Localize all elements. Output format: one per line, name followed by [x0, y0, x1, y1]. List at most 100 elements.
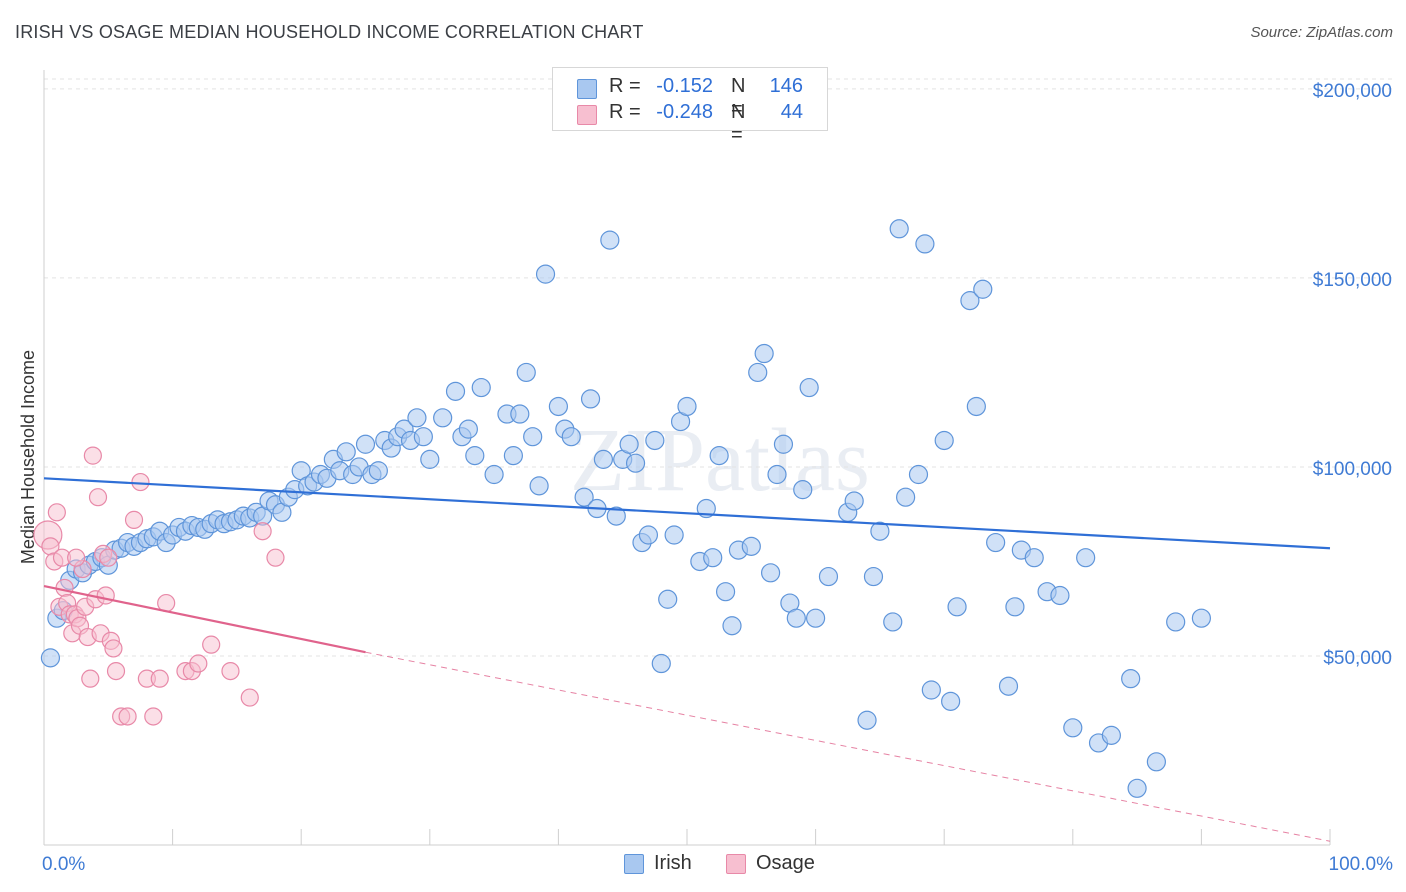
irish-point	[793, 480, 813, 500]
irish-point	[703, 548, 723, 568]
irish-point	[40, 648, 61, 668]
irish-point	[677, 396, 697, 417]
irish-point	[767, 464, 787, 485]
stats-legend: R = -0.152 N = 146 R = -0.248 N = 44	[552, 67, 828, 146]
irish-point	[651, 653, 671, 674]
irish-point	[413, 427, 433, 447]
irish-swatch	[577, 79, 597, 99]
irish-point	[722, 616, 742, 636]
irish-point	[799, 377, 819, 398]
irish-point	[921, 680, 941, 700]
irish-point	[773, 434, 794, 454]
irish-point	[934, 430, 954, 451]
irish-point	[600, 230, 620, 250]
osage-point	[99, 548, 118, 567]
irish-point	[574, 487, 594, 507]
irish-point	[754, 343, 774, 364]
osage-point	[266, 548, 285, 567]
osage-point	[67, 548, 86, 567]
irish-point	[433, 408, 453, 428]
irish-point	[748, 362, 768, 383]
irish-point	[1166, 612, 1186, 632]
irish-point	[857, 710, 877, 730]
irish-point	[645, 430, 665, 451]
irish-point	[960, 291, 980, 311]
n-label: N =	[731, 101, 746, 146]
irish-point	[786, 608, 806, 628]
irish-point	[658, 589, 678, 609]
y-tick-label: $100,000	[1313, 459, 1392, 480]
y-axis-label: Median Household Income	[18, 350, 38, 564]
n-label: N =	[731, 75, 746, 120]
irish-point	[407, 408, 427, 428]
irish-point	[484, 464, 504, 485]
irish-point	[561, 427, 581, 447]
irish-point	[580, 389, 601, 409]
n-value-osage: 44	[780, 101, 803, 123]
r-label: R =	[609, 75, 641, 97]
irish-point	[516, 362, 536, 383]
irish-legend-swatch	[624, 854, 644, 874]
irish-point	[741, 536, 761, 556]
r-value-osage: -0.248	[656, 101, 713, 123]
irish-point	[889, 219, 909, 239]
irish-point	[535, 264, 556, 284]
irish-point	[863, 566, 884, 587]
y-tick-label: $200,000	[1313, 81, 1392, 102]
irish-point	[625, 453, 646, 473]
irish-point	[1127, 778, 1147, 798]
osage-point	[144, 707, 163, 726]
irish-point	[458, 419, 478, 439]
irish-point	[420, 449, 440, 469]
irish-point	[619, 434, 639, 454]
x-tick-label: 100.0%	[1329, 854, 1394, 875]
osage-trend-line	[43, 584, 366, 654]
y-tick-label: $150,000	[1313, 270, 1392, 291]
irish-point	[664, 525, 684, 545]
osage-point	[253, 522, 272, 541]
osage-legend-swatch	[726, 854, 746, 874]
irish-point	[941, 691, 961, 711]
irish-point	[818, 566, 839, 587]
irish-point	[510, 404, 530, 424]
irish-point	[1076, 548, 1096, 568]
legend-label-osage: Osage	[756, 852, 815, 874]
irish-point	[445, 381, 466, 401]
legend-label-irish: Irish	[654, 852, 692, 874]
osage-point	[88, 488, 108, 507]
irish-point	[548, 396, 569, 417]
osage-point	[189, 654, 208, 673]
osage-point	[221, 661, 240, 681]
series-legend: Irish Osage	[0, 852, 1406, 878]
osage-swatch	[577, 105, 597, 125]
irish-point	[523, 427, 543, 447]
irish-point	[805, 608, 826, 628]
irish-point	[986, 532, 1006, 553]
osage-point	[81, 669, 100, 688]
osage-point	[202, 635, 221, 654]
y-tick-label: $50,000	[1323, 648, 1392, 669]
irish-point	[606, 506, 626, 526]
osage-point	[83, 446, 102, 465]
irish-point	[638, 525, 659, 545]
irish-point	[1063, 718, 1083, 738]
irish-point	[355, 434, 376, 454]
osage-point	[240, 688, 259, 707]
irish-point	[368, 461, 388, 481]
x-tick-label: 0.0%	[42, 854, 85, 875]
irish-point	[908, 464, 929, 485]
osage-point	[150, 669, 169, 688]
irish-point	[1146, 752, 1166, 772]
irish-point	[998, 676, 1019, 696]
source-label: Source: ZipAtlas.com	[1250, 24, 1393, 41]
irish-point	[715, 582, 736, 602]
r-value-irish: -0.152	[656, 75, 713, 97]
irish-trend-line	[43, 477, 1331, 550]
osage-point	[131, 472, 150, 492]
irish-point	[896, 487, 916, 507]
osage-point	[106, 661, 126, 681]
irish-point	[709, 446, 729, 466]
irish-point	[1121, 669, 1141, 689]
irish-point	[966, 396, 986, 417]
